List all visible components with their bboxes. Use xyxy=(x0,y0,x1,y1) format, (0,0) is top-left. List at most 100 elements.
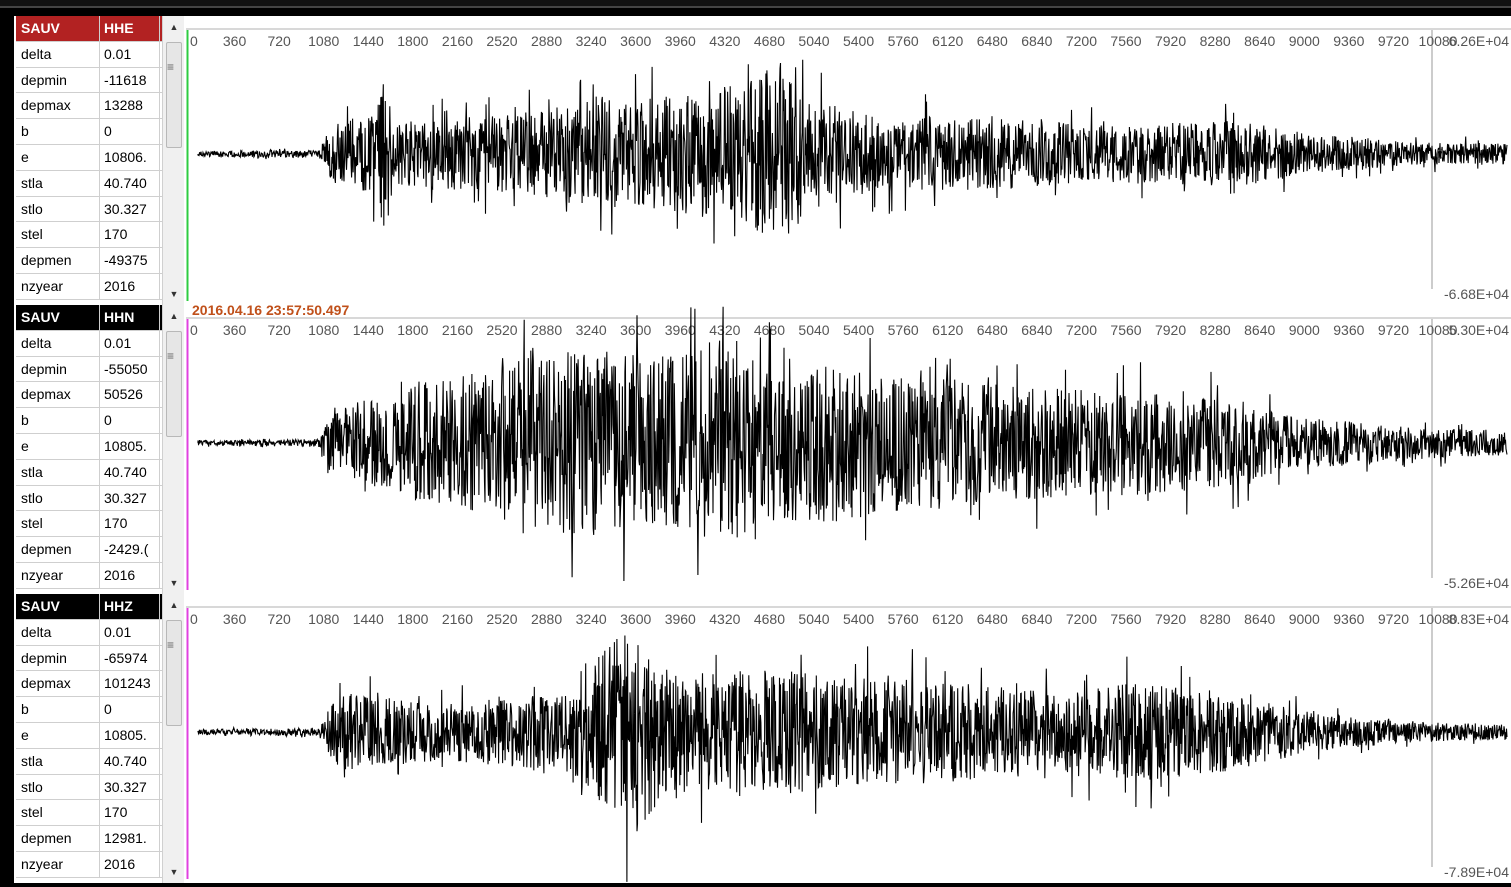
header-row[interactable]: SAUV HHZ xyxy=(16,594,176,620)
time-tick-label: 2160 xyxy=(442,611,473,627)
scroll-thumb[interactable] xyxy=(166,331,182,437)
time-tick-label: 720 xyxy=(267,322,291,338)
time-tick-label: 5760 xyxy=(888,322,919,338)
field-value[interactable]: 2016 xyxy=(100,273,160,299)
header-field-delta[interactable]: delta 0.01 xyxy=(16,41,176,68)
header-field-stel[interactable]: stel 170 xyxy=(16,800,176,827)
station-name: SAUV xyxy=(16,594,100,619)
header-field-delta[interactable]: delta 0.01 xyxy=(16,619,176,646)
header-field-e[interactable]: e 10806. xyxy=(16,144,176,171)
header-field-nzyear[interactable]: nzyear 2016 xyxy=(16,851,176,878)
field-value[interactable]: 12981. xyxy=(100,826,160,851)
field-value[interactable]: 30.327 xyxy=(100,196,160,222)
field-value[interactable]: 30.327 xyxy=(100,485,160,511)
header-field-depmax[interactable]: depmax 50526 xyxy=(16,382,176,409)
header-field-stlo[interactable]: stlo 30.327 xyxy=(16,774,176,801)
header-field-e[interactable]: e 10805. xyxy=(16,433,176,460)
header-scrollbar[interactable]: ▲ ≡ ▼ xyxy=(162,16,184,305)
time-tick-label: 0 xyxy=(190,611,198,627)
scroll-up-arrow-icon[interactable]: ▲ xyxy=(169,311,179,321)
station-name: SAUV xyxy=(16,16,100,41)
field-value[interactable]: 40.740 xyxy=(100,459,160,485)
time-tick-label: 7560 xyxy=(1110,611,1141,627)
field-value[interactable]: 50526 xyxy=(100,382,160,408)
header-field-stla[interactable]: stla 40.740 xyxy=(16,748,176,775)
scroll-up-arrow-icon[interactable]: ▲ xyxy=(169,600,179,610)
header-field-stlo[interactable]: stlo 30.327 xyxy=(16,196,176,223)
header-field-stla[interactable]: stla 40.740 xyxy=(16,459,176,486)
time-tick-label: 8640 xyxy=(1244,322,1275,338)
field-key: stlo xyxy=(16,774,100,800)
header-field-stel[interactable]: stel 170 xyxy=(16,222,176,249)
field-key: depmin xyxy=(16,356,100,382)
field-key: delta xyxy=(16,619,100,645)
scroll-down-arrow-icon[interactable]: ▼ xyxy=(169,578,179,588)
field-value[interactable]: -11618 xyxy=(100,67,160,93)
field-value[interactable]: 13288 xyxy=(100,93,160,119)
field-value[interactable]: -2429.( xyxy=(100,537,160,562)
field-value[interactable]: 10805. xyxy=(100,722,160,748)
scroll-down-arrow-icon[interactable]: ▼ xyxy=(169,289,179,299)
scroll-thumb[interactable] xyxy=(166,620,182,726)
waveform-plot[interactable]: 0 360 720 1080 1440 1800 2160 2520 2880 3240 3600 3… xyxy=(186,305,1511,594)
field-value[interactable]: 0.01 xyxy=(100,619,160,645)
field-value[interactable]: 40.740 xyxy=(100,748,160,774)
field-value[interactable]: 10806. xyxy=(100,144,160,170)
header-field-depmin[interactable]: depmin -65974 xyxy=(16,645,176,672)
header-field-nzyear[interactable]: nzyear 2016 xyxy=(16,273,176,300)
header-field-stla[interactable]: stla 40.740 xyxy=(16,170,176,197)
header-scrollbar[interactable]: ▲ ≡ ▼ xyxy=(162,594,184,883)
header-row[interactable]: SAUV HHN xyxy=(16,305,176,331)
header-field-depmen[interactable]: depmen -49375 xyxy=(16,248,176,274)
header-field-depmax[interactable]: depmax 101243 xyxy=(16,671,176,698)
field-value[interactable]: 0 xyxy=(100,408,160,433)
time-tick-label: 7920 xyxy=(1155,322,1186,338)
scroll-down-arrow-icon[interactable]: ▼ xyxy=(169,867,179,877)
field-value[interactable]: 0.01 xyxy=(100,41,160,67)
header-row[interactable]: SAUV HHE xyxy=(16,16,176,42)
header-field-depmen[interactable]: depmen -2429.( xyxy=(16,537,176,563)
scroll-up-arrow-icon[interactable]: ▲ xyxy=(169,22,179,32)
field-value[interactable]: 2016 xyxy=(100,851,160,877)
time-tick-label: 5760 xyxy=(888,33,919,49)
field-value[interactable]: 101243 xyxy=(100,671,160,697)
field-value[interactable]: 0.01 xyxy=(100,330,160,356)
field-value[interactable]: -49375 xyxy=(100,248,160,273)
field-key: e xyxy=(16,433,100,459)
field-value[interactable]: 0 xyxy=(100,119,160,144)
waveform-plot[interactable]: 0 360 720 1080 1440 1800 2160 2520 2880 3240 3600 3… xyxy=(186,16,1511,305)
field-key: depmin xyxy=(16,67,100,93)
header-field-stlo[interactable]: stlo 30.327 xyxy=(16,485,176,512)
header-field-depmax[interactable]: depmax 13288 xyxy=(16,93,176,120)
time-tick-label: 3240 xyxy=(576,611,607,627)
field-key: b xyxy=(16,697,100,722)
header-field-stel[interactable]: stel 170 xyxy=(16,511,176,538)
field-value[interactable]: 0 xyxy=(100,697,160,722)
header-field-nzyear[interactable]: nzyear 2016 xyxy=(16,562,176,589)
time-tick-label: 9000 xyxy=(1289,33,1320,49)
header-field-e[interactable]: e 10805. xyxy=(16,722,176,749)
field-value[interactable]: -55050 xyxy=(100,356,160,382)
header-table: SAUV HHN delta 0.01 depmin -55050 depmax 50526 b… xyxy=(16,305,176,589)
header-scrollbar[interactable]: ▲ ≡ ▼ xyxy=(162,305,184,594)
field-key: delta xyxy=(16,330,100,356)
field-value[interactable]: -65974 xyxy=(100,645,160,671)
header-field-depmin[interactable]: depmin -55050 xyxy=(16,356,176,383)
header-field-delta[interactable]: delta 0.01 xyxy=(16,330,176,357)
field-value[interactable]: 170 xyxy=(100,800,160,826)
field-value[interactable]: 2016 xyxy=(100,562,160,588)
field-value[interactable]: 170 xyxy=(100,222,160,248)
time-tick-label: 7560 xyxy=(1110,33,1141,49)
scroll-thumb[interactable] xyxy=(166,42,182,148)
field-value[interactable]: 30.327 xyxy=(100,774,160,800)
field-value[interactable]: 10805. xyxy=(100,433,160,459)
field-value[interactable]: 170 xyxy=(100,511,160,537)
header-field-depmin[interactable]: depmin -11618 xyxy=(16,67,176,94)
field-value[interactable]: 40.740 xyxy=(100,170,160,196)
header-field-depmen[interactable]: depmen 12981. xyxy=(16,826,176,852)
field-key: depmax xyxy=(16,93,100,119)
waveform-plot[interactable]: 0 360 720 1080 1440 1800 2160 2520 2880 3240 3600 3… xyxy=(186,594,1511,883)
